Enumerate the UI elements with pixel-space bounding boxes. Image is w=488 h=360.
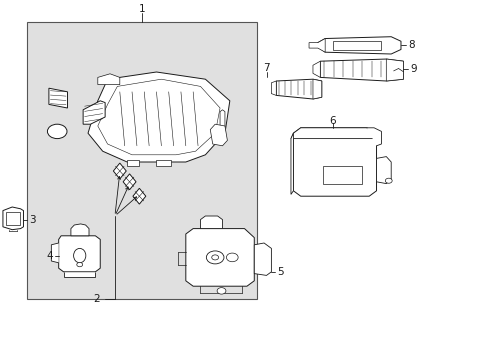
Polygon shape (320, 59, 403, 81)
Text: 1: 1 (138, 4, 145, 14)
Polygon shape (293, 128, 376, 196)
Polygon shape (220, 110, 224, 130)
Polygon shape (290, 133, 293, 194)
Polygon shape (63, 272, 95, 277)
Circle shape (226, 253, 238, 262)
Bar (332, 41, 381, 50)
Polygon shape (83, 101, 105, 124)
Text: 5: 5 (277, 267, 284, 277)
Ellipse shape (73, 248, 86, 263)
Polygon shape (49, 88, 67, 108)
Polygon shape (271, 81, 276, 95)
Circle shape (47, 124, 67, 139)
Polygon shape (98, 79, 220, 155)
Text: 9: 9 (410, 64, 417, 74)
Polygon shape (88, 72, 229, 162)
Circle shape (211, 255, 218, 260)
Text: 7: 7 (263, 63, 269, 73)
Polygon shape (308, 39, 325, 52)
Polygon shape (113, 163, 126, 179)
Polygon shape (290, 128, 376, 139)
Polygon shape (98, 74, 120, 85)
Bar (27, 22, 256, 299)
Polygon shape (156, 160, 171, 166)
Polygon shape (254, 243, 271, 275)
Circle shape (77, 262, 82, 267)
Circle shape (217, 288, 225, 294)
Polygon shape (123, 174, 136, 190)
Bar (6, 212, 20, 225)
Polygon shape (59, 236, 100, 272)
Polygon shape (376, 157, 390, 184)
Text: 3: 3 (29, 215, 36, 225)
Polygon shape (317, 37, 400, 54)
Polygon shape (366, 128, 381, 146)
Text: 2: 2 (93, 294, 100, 304)
Polygon shape (133, 188, 145, 204)
Text: 4: 4 (46, 251, 53, 261)
Polygon shape (71, 224, 89, 236)
Polygon shape (210, 124, 227, 146)
Text: 8: 8 (407, 40, 414, 50)
Circle shape (385, 178, 391, 183)
Polygon shape (51, 243, 59, 263)
Polygon shape (312, 79, 321, 99)
Polygon shape (312, 61, 320, 77)
Polygon shape (3, 207, 23, 230)
Polygon shape (276, 79, 321, 99)
Circle shape (206, 251, 224, 264)
Polygon shape (127, 160, 139, 166)
Bar (322, 166, 361, 184)
Polygon shape (185, 229, 254, 286)
Text: 6: 6 (328, 116, 335, 126)
Polygon shape (386, 59, 403, 81)
Polygon shape (200, 216, 222, 229)
